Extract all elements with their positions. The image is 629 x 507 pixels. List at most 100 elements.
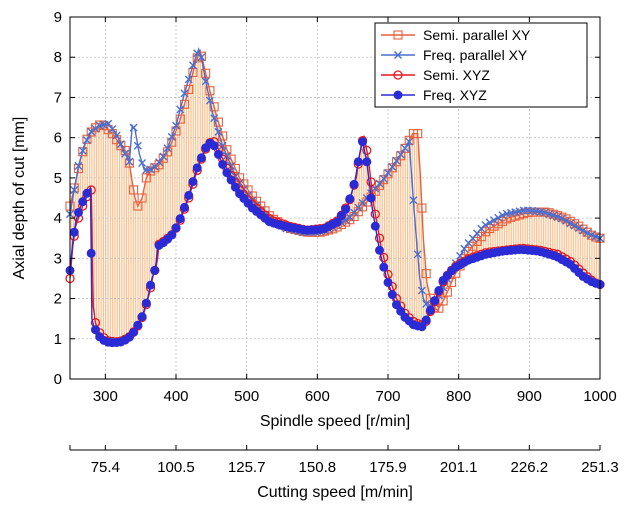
data-point-x-stroke xyxy=(133,141,142,150)
data-point-x xyxy=(146,165,155,174)
data-point-x xyxy=(553,212,562,221)
data-point-dot xyxy=(192,163,202,173)
data-point-x xyxy=(394,51,402,59)
x-tick-label: 700 xyxy=(375,388,400,405)
secondary-x-tick-label: 125.7 xyxy=(228,459,266,476)
data-point-x xyxy=(218,141,227,150)
data-point-x xyxy=(210,114,219,123)
data-point-x xyxy=(125,157,134,166)
data-point-x-stroke xyxy=(227,162,236,171)
data-point-x-stroke xyxy=(155,158,164,167)
data-point-x-stroke xyxy=(70,185,79,194)
legend-label: Freq. XYZ xyxy=(423,87,487,103)
data-point-x-stroke xyxy=(112,131,121,140)
data-point-dot xyxy=(379,262,389,272)
data-point-x xyxy=(214,127,223,136)
data-point-circle xyxy=(362,145,372,156)
data-point-x xyxy=(498,211,507,220)
x-axis-ticks: 300 400 500 600 700 800 900 1000 xyxy=(93,17,617,405)
data-point-square xyxy=(218,131,228,141)
data-point-x xyxy=(587,231,596,239)
data-point-x-stroke xyxy=(566,219,575,228)
data-point-dot xyxy=(196,153,206,163)
data-point-x-stroke xyxy=(557,214,566,223)
data-point-dot xyxy=(370,221,380,231)
data-point-x-stroke xyxy=(87,127,96,136)
data-point-square xyxy=(209,102,219,112)
plot-frame xyxy=(69,16,601,380)
secondary-x-tick-label: 226.2 xyxy=(511,459,549,476)
x-tick-label: 600 xyxy=(305,388,330,405)
data-point-x-stroke xyxy=(82,136,91,145)
data-point-dot xyxy=(336,211,346,221)
data-point-dot xyxy=(141,298,151,308)
data-point-x xyxy=(70,185,79,194)
data-point-dot xyxy=(387,290,397,300)
data-point-dot xyxy=(69,227,79,237)
data-point-x-stroke xyxy=(74,161,83,170)
data-point-x xyxy=(188,61,197,70)
data-point-dot xyxy=(218,159,228,169)
series-layer xyxy=(65,47,605,348)
data-point-x-stroke xyxy=(205,96,214,105)
data-point-circle xyxy=(366,177,376,187)
y-tick-label: 1 xyxy=(54,331,62,348)
data-point-x-stroke xyxy=(549,211,558,220)
data-point-square xyxy=(137,193,147,203)
data-point-square xyxy=(413,129,423,139)
data-point-x-stroke xyxy=(417,286,426,295)
data-point-square xyxy=(417,203,427,213)
legend-box xyxy=(374,22,588,108)
secondary-x-tick-label: 100.5 xyxy=(157,459,195,476)
data-point-x xyxy=(172,121,180,130)
data-point-x-stroke xyxy=(222,151,231,160)
data-point-dot xyxy=(391,300,401,310)
data-point-x xyxy=(197,53,206,62)
data-point-x-stroke xyxy=(490,216,498,225)
y-tick-label: 3 xyxy=(54,250,62,267)
legend-label: Semi. parallel XY xyxy=(423,27,531,43)
data-point-x-stroke xyxy=(184,75,193,84)
x-tick-label: 400 xyxy=(163,388,188,405)
data-point-x-stroke xyxy=(394,51,402,59)
data-point-x-stroke xyxy=(545,210,554,219)
data-point-dot xyxy=(209,141,219,151)
data-point-x-stroke xyxy=(392,156,401,165)
data-point-x-stroke xyxy=(591,232,600,241)
data-point-dot xyxy=(90,325,100,335)
y-tick-label: 9 xyxy=(54,9,62,26)
legend-label: Semi. XYZ xyxy=(423,67,490,83)
data-point-x-stroke xyxy=(176,105,185,114)
data-point-x-stroke xyxy=(341,216,350,225)
data-point-dot xyxy=(341,204,351,214)
data-point-x xyxy=(583,228,592,237)
legend: Semi. parallel XY Freq. parallel XY Semi. … xyxy=(374,22,588,108)
data-point-x-stroke xyxy=(180,89,189,98)
data-point-dot xyxy=(137,312,147,322)
data-point-x xyxy=(388,162,397,171)
data-point-x-stroke xyxy=(163,144,172,153)
data-point-x-stroke xyxy=(108,125,117,133)
data-point-square xyxy=(184,84,194,94)
y-axis-ticks: 0 1 2 3 4 5 6 7 8 9 xyxy=(54,9,600,388)
y-tick-label: 0 xyxy=(54,371,62,388)
secondary-x-tick-label: 251.3 xyxy=(581,459,619,476)
data-point-dot xyxy=(222,168,232,178)
data-point-x xyxy=(396,150,405,159)
data-point-x xyxy=(570,221,579,230)
series-dot xyxy=(65,137,605,348)
data-point-dot xyxy=(353,157,363,167)
data-point-x xyxy=(159,152,168,161)
data-point-x-stroke xyxy=(384,168,392,177)
data-point-dot xyxy=(417,322,427,332)
data-point-x xyxy=(557,214,566,223)
data-point-x-stroke xyxy=(413,250,422,259)
data-point-square xyxy=(78,147,88,157)
data-point-x-stroke xyxy=(498,211,507,220)
data-point-x-stroke xyxy=(481,220,490,229)
data-point-x-stroke xyxy=(574,224,583,233)
data-point-dot xyxy=(421,315,431,325)
data-point-dot xyxy=(349,179,359,189)
data-point-x xyxy=(167,132,176,141)
